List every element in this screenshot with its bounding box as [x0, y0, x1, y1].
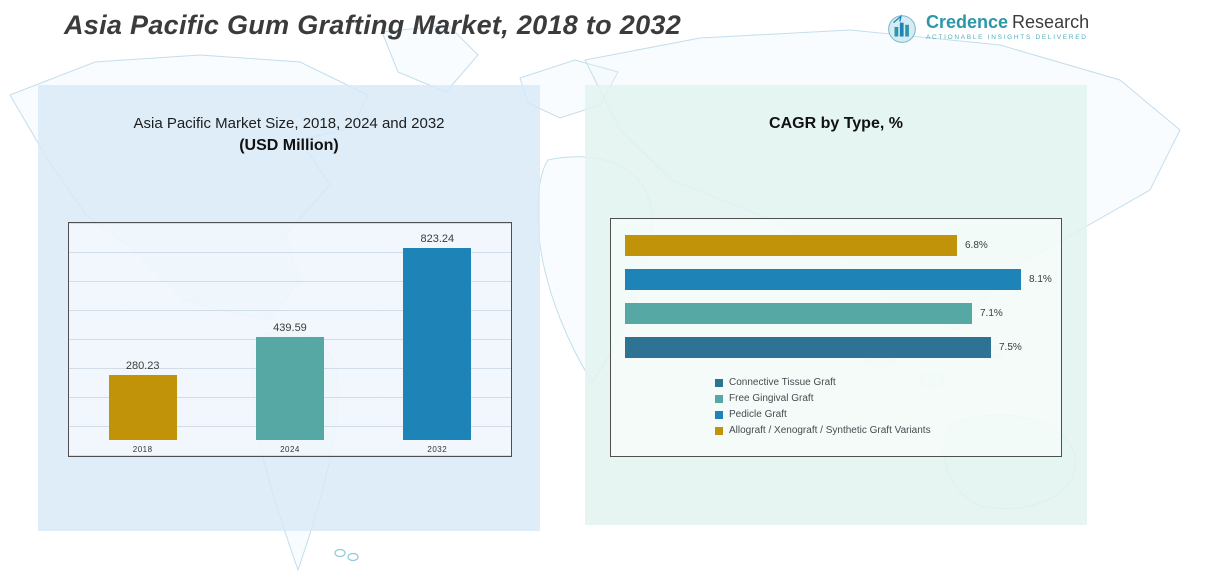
legend-item: Allograft / Xenograft / Synthetic Graft … [715, 425, 931, 436]
legend-item: Free Gingival Graft [715, 393, 931, 404]
bar-group-2018: 280.23 2018 [93, 360, 193, 454]
legend-label: Free Gingival Graft [729, 393, 814, 404]
x-axis-tick-label: 2032 [427, 445, 448, 454]
market-size-chart: 280.23 2018 439.59 2024 823.24 2032 [68, 222, 512, 457]
cagr-heading-title: CAGR by Type, % [769, 115, 903, 132]
bar-value-label: 280.23 [125, 360, 160, 372]
cagr-heading: CAGR by Type, % [585, 115, 1087, 133]
market-size-heading-line2: (USD Million) [239, 137, 339, 154]
brand-tagline: Actionable Insights Delivered [926, 34, 1088, 41]
bar-value-label: 6.8% [965, 240, 988, 251]
bar-row: 7.1% [625, 303, 1055, 324]
bar-group-2032: 823.24 2032 [387, 233, 487, 454]
cagr-legend: Connective Tissue Graft Free Gingival Gra… [715, 377, 931, 441]
bar-value-label: 7.5% [999, 342, 1022, 353]
cagr-bars: 6.8% 8.1% 7.1% 7.5% [625, 235, 1055, 371]
bar [625, 269, 1021, 290]
legend-label: Allograft / Xenograft / Synthetic Graft … [729, 425, 931, 436]
legend-item: Connective Tissue Graft [715, 377, 931, 388]
market-size-heading-line1: Asia Pacific Market Size, 2018, 2024 and… [133, 115, 445, 132]
bar-value-label: 823.24 [420, 233, 455, 245]
bar-chart-circle-icon [888, 14, 916, 43]
legend-label: Connective Tissue Graft [729, 377, 836, 388]
bar [625, 303, 972, 324]
market-size-bars: 280.23 2018 439.59 2024 823.24 2032 [69, 233, 511, 454]
brand-secondary: Research [1012, 12, 1090, 32]
page-title: Asia Pacific Gum Grafting Market, 2018 t… [64, 10, 682, 40]
bar-value-label: 7.1% [980, 308, 1003, 319]
bar [625, 235, 957, 256]
bar-group-2024: 439.59 2024 [240, 322, 340, 454]
bar-row: 6.8% [625, 235, 1055, 256]
legend-swatch [715, 426, 723, 435]
cagr-panel: CAGR by Type, % 6.8% 8.1% 7.1% 7.5% Connect… [585, 85, 1087, 525]
map-islands [334, 548, 359, 562]
bar-2018 [108, 375, 177, 440]
brand-primary: Credence [926, 12, 1009, 32]
bar-row: 8.1% [625, 269, 1055, 290]
bar-row: 7.5% [625, 337, 1055, 358]
legend-label: Pedicle Graft [729, 409, 787, 420]
legend-swatch [715, 394, 723, 403]
logo-text: Credence Research Actionable Insights Del… [926, 12, 1089, 41]
legend-swatch [715, 410, 723, 419]
brand-name: Credence Research [926, 12, 1089, 32]
cagr-chart: 6.8% 8.1% 7.1% 7.5% Connective Tissue Graft… [610, 218, 1062, 457]
legend-swatch [715, 378, 723, 387]
bar [625, 337, 991, 358]
x-axis-tick-label: 2018 [132, 445, 153, 454]
bar-value-label: 8.1% [1029, 274, 1052, 285]
market-size-panel: Asia Pacific Market Size, 2018, 2024 and… [38, 85, 540, 531]
bar-value-label: 439.59 [273, 322, 307, 334]
bar-2024 [255, 337, 324, 440]
market-size-heading: Asia Pacific Market Size, 2018, 2024 and… [38, 115, 540, 155]
legend-item: Pedicle Graft [715, 409, 931, 420]
x-axis-tick-label: 2024 [280, 445, 300, 454]
credence-research-logo: Credence Research Actionable Insights Del… [886, 12, 1089, 44]
bar-2032 [403, 248, 472, 440]
